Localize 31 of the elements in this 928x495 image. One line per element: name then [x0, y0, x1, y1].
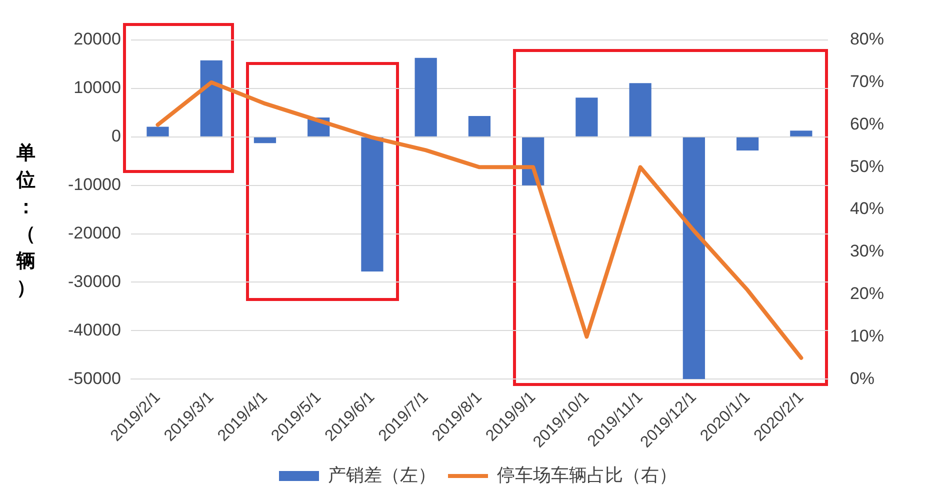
bar — [629, 83, 652, 136]
y-tick-label: 20000 — [74, 30, 121, 49]
y2-tick-label: 10% — [850, 326, 884, 346]
y-axis-title: 单位：（辆） — [16, 142, 36, 301]
y2-tick-label: 20% — [850, 284, 884, 304]
y-tick-label: -10000 — [68, 175, 121, 194]
bar — [414, 58, 437, 136]
legend-label: 停车场车辆占比（右） — [497, 464, 677, 485]
y2-tick-label: 0% — [850, 368, 875, 388]
y-tick-label: 0 — [111, 126, 121, 146]
y2-tick-label: 50% — [850, 156, 884, 176]
y2-tick-label: 70% — [850, 72, 884, 92]
bar — [790, 130, 812, 136]
bar — [682, 137, 705, 380]
bar — [200, 60, 222, 136]
y2-tick-label: 60% — [850, 114, 884, 134]
bar — [361, 137, 384, 272]
y-tick-label: -50000 — [68, 368, 121, 388]
y-tick-label: 10000 — [74, 78, 121, 98]
y2-tick-label: 30% — [850, 242, 884, 261]
bar — [254, 137, 276, 144]
y-tick-label: -20000 — [68, 223, 121, 242]
bar — [736, 137, 759, 150]
y-tick-label: -40000 — [68, 320, 121, 340]
bar — [146, 126, 169, 136]
bar — [576, 98, 598, 136]
legend-label: 产销差（左） — [328, 464, 436, 485]
bar — [468, 116, 491, 136]
y2-tick-label: 40% — [850, 199, 884, 218]
y2-tick-label: 80% — [850, 30, 884, 49]
y-tick-label: -30000 — [68, 272, 121, 291]
